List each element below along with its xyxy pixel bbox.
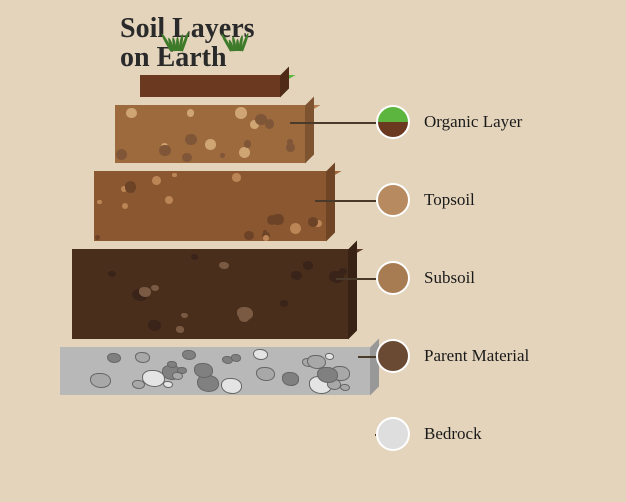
legend-item-organic-layer: Organic Layer <box>376 105 596 139</box>
legend-item-topsoil: Topsoil <box>376 183 596 217</box>
legend: Organic Layer Topsoil Subsoil Parent Materi… <box>376 105 596 495</box>
layer-bedrock <box>60 347 370 395</box>
legend-swatch <box>376 417 410 451</box>
layer-front-face <box>72 249 348 339</box>
legend-swatch <box>376 339 410 373</box>
legend-item-subsoil: Subsoil <box>376 261 596 295</box>
layer-front-face <box>94 171 326 241</box>
legend-item-bedrock: Bedrock <box>376 417 596 451</box>
legend-swatch <box>376 183 410 217</box>
layer-front-face <box>140 75 280 97</box>
layer-right-face <box>326 162 335 241</box>
legend-swatch <box>376 261 410 295</box>
leader-line <box>358 356 376 358</box>
layer-organic-layer <box>140 75 280 97</box>
layer-subsoil <box>94 171 326 241</box>
leader-line <box>336 278 376 280</box>
leader-line <box>315 200 376 202</box>
legend-item-parent-material: Parent Material <box>376 339 596 373</box>
leader-line <box>290 122 376 124</box>
legend-label: Bedrock <box>424 424 482 444</box>
legend-swatch <box>376 105 410 139</box>
leader-line <box>375 434 376 436</box>
legend-label: Subsoil <box>424 268 475 288</box>
layer-right-face <box>305 96 314 163</box>
layer-front-face <box>60 347 370 395</box>
layer-front-face <box>115 105 305 163</box>
layer-parent-material <box>72 249 348 339</box>
legend-label: Parent Material <box>424 346 529 366</box>
layer-right-face <box>348 240 357 339</box>
soil-stack <box>60 75 360 403</box>
layer-topsoil <box>115 105 305 163</box>
legend-label: Organic Layer <box>424 112 522 132</box>
legend-label: Topsoil <box>424 190 475 210</box>
layer-right-face <box>280 66 289 97</box>
